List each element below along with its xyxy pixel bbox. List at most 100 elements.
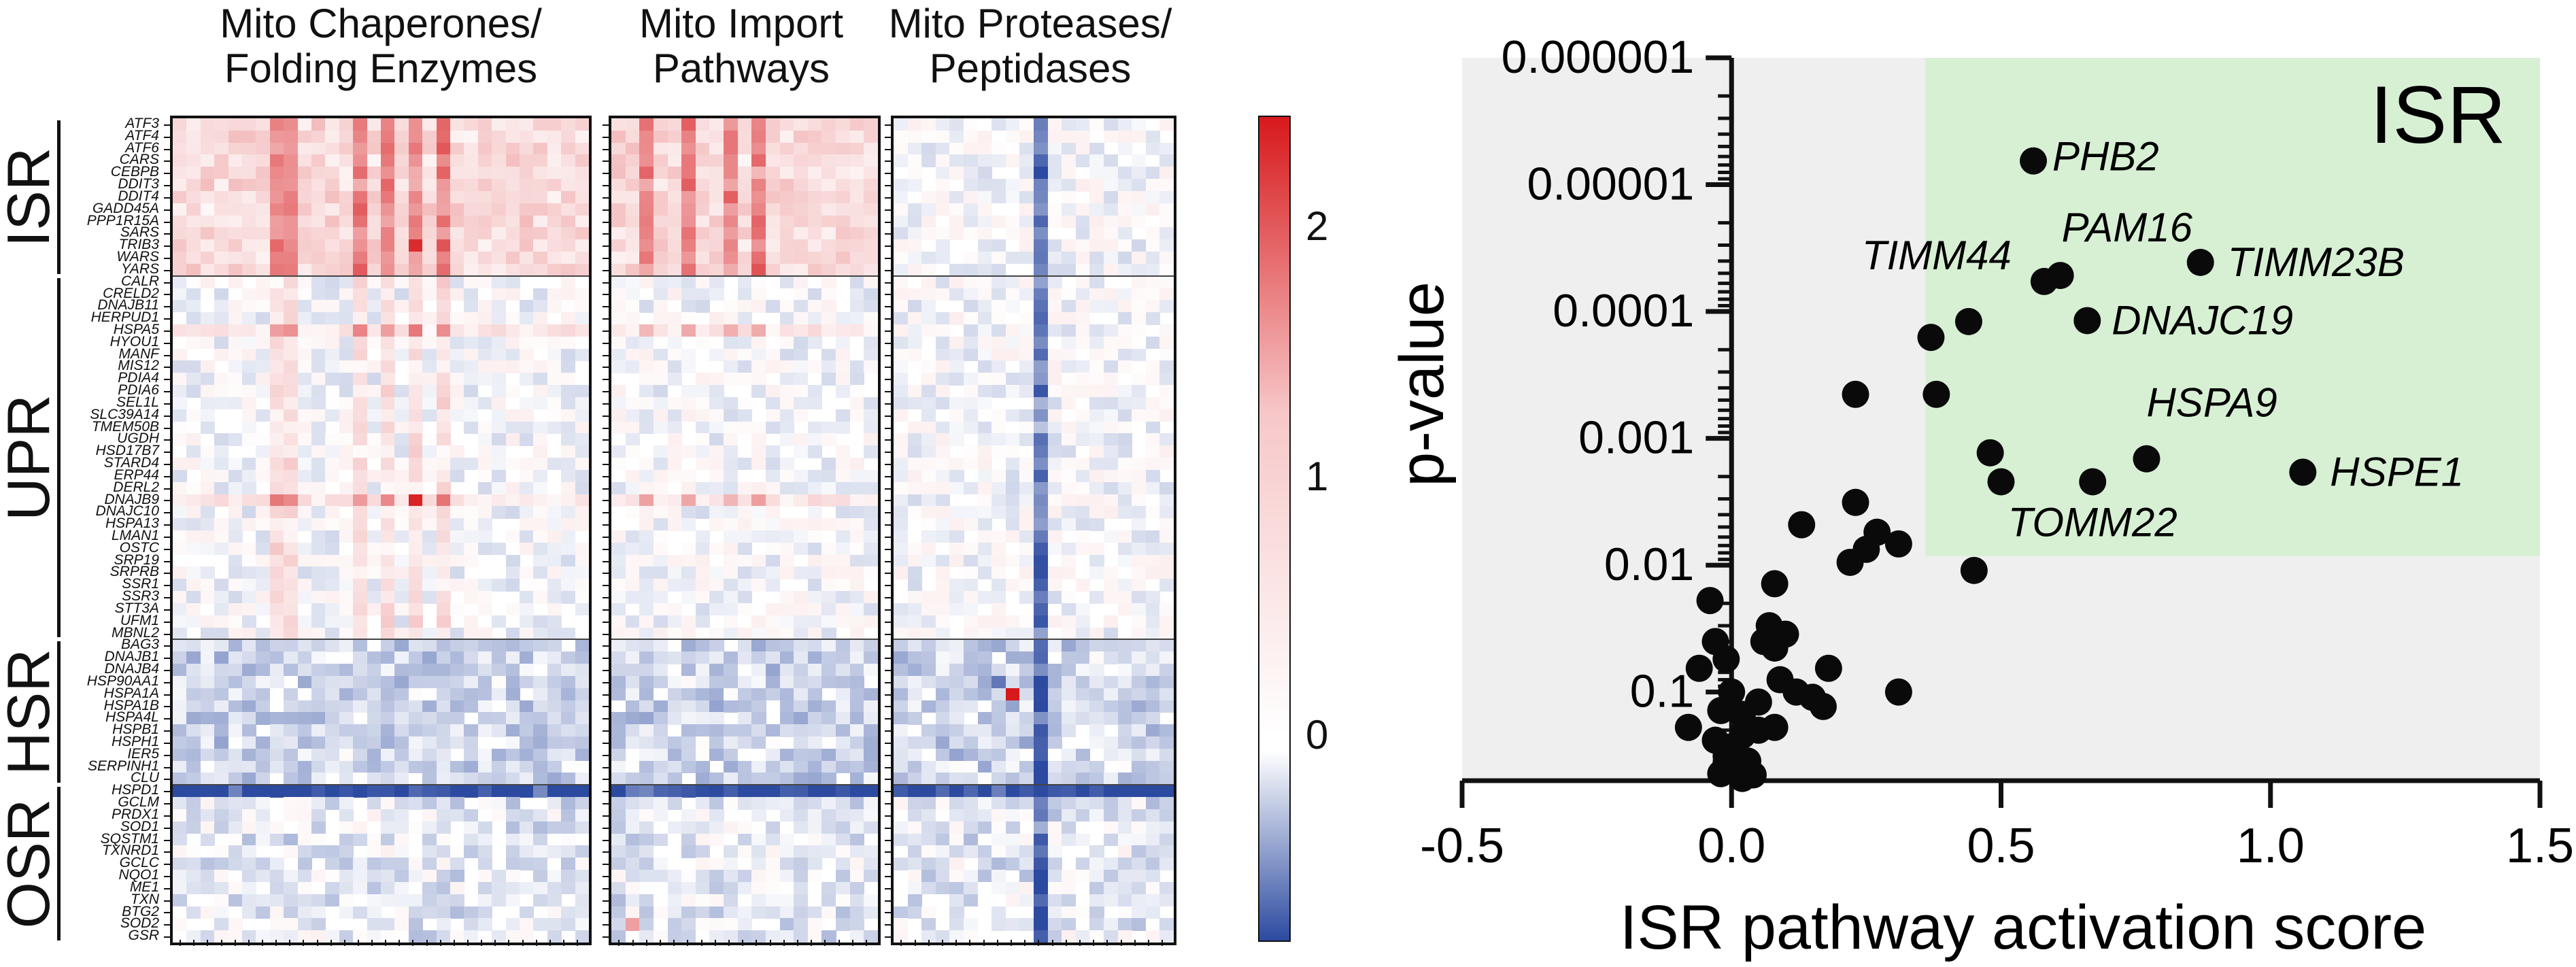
heatmap-cell bbox=[1047, 833, 1062, 846]
heatmap-cell bbox=[681, 675, 696, 689]
heatmap-cell bbox=[297, 179, 312, 192]
heatmap-cell bbox=[269, 142, 284, 156]
heatmap-cell bbox=[353, 118, 368, 131]
heatmap-cell bbox=[464, 360, 479, 373]
heatmap-cell bbox=[779, 773, 794, 785]
heatmap-cell bbox=[639, 506, 654, 519]
heatmap-cell bbox=[794, 639, 809, 652]
heatmap-cell bbox=[367, 252, 382, 265]
heatmap-cell bbox=[1159, 639, 1174, 652]
heatmap-cell bbox=[450, 518, 464, 531]
heatmap-cell bbox=[505, 433, 520, 446]
heatmap-cell bbox=[214, 179, 229, 192]
heatmap-cell bbox=[1019, 203, 1034, 216]
heatmap-cell bbox=[625, 348, 640, 362]
heatmap-cell bbox=[992, 906, 1006, 919]
heatmap-cell bbox=[200, 748, 215, 762]
heatmap-cell bbox=[381, 396, 395, 410]
heatmap-cell bbox=[408, 651, 423, 664]
heatmap-cell bbox=[505, 458, 520, 471]
heatmap-cell bbox=[381, 373, 395, 386]
heatmap-cell bbox=[864, 809, 878, 822]
heatmap-cell bbox=[949, 458, 964, 471]
heatmap-cell bbox=[297, 858, 312, 870]
heatmap-cell bbox=[492, 118, 507, 131]
heatmap-cell bbox=[173, 288, 187, 301]
heatmap-cell bbox=[864, 409, 878, 422]
heatmap-cell bbox=[1062, 785, 1077, 798]
heatmap-cell bbox=[935, 797, 950, 810]
heatmap-cell bbox=[422, 930, 437, 943]
column-tick bbox=[969, 940, 971, 946]
heatmap-cell bbox=[505, 167, 520, 180]
heatmap-cell bbox=[977, 167, 992, 180]
heatmap-cell bbox=[256, 118, 271, 131]
heatmap-cell bbox=[667, 773, 682, 785]
heatmap-cell bbox=[821, 312, 836, 325]
row-tick bbox=[603, 730, 609, 732]
heatmap-cell bbox=[200, 688, 215, 701]
row-tick bbox=[885, 524, 891, 526]
heatmap-cell bbox=[1132, 300, 1147, 313]
heatmap-cell bbox=[561, 288, 576, 301]
heatmap-cell bbox=[394, 396, 409, 410]
heatmap-cell bbox=[935, 724, 950, 737]
heatmap-cell bbox=[849, 275, 864, 289]
heatmap-cell bbox=[964, 385, 979, 398]
heatmap-cell bbox=[450, 312, 464, 325]
heatmap-cell bbox=[256, 373, 271, 386]
heatmap-cell bbox=[836, 252, 851, 265]
heatmap-cell bbox=[367, 396, 382, 410]
heatmap-cell bbox=[492, 142, 507, 156]
heatmap-cell bbox=[695, 130, 710, 143]
heatmap-cell bbox=[381, 724, 395, 737]
row-tick bbox=[603, 342, 609, 344]
heatmap-cell bbox=[311, 870, 326, 883]
heatmap-cell bbox=[381, 348, 395, 362]
heatmap-cell bbox=[311, 664, 326, 677]
heatmap-cell bbox=[353, 239, 368, 252]
row-tick bbox=[164, 488, 170, 490]
heatmap-cell bbox=[242, 542, 256, 556]
heatmap-cell bbox=[737, 639, 752, 652]
heatmap-cell bbox=[653, 870, 668, 883]
heatmap-cell bbox=[353, 748, 368, 762]
heatmap-cell bbox=[992, 785, 1006, 798]
heatmap-cell bbox=[821, 288, 836, 301]
row-tick bbox=[603, 658, 609, 660]
data-point bbox=[1685, 654, 1713, 682]
heatmap-cell bbox=[765, 736, 781, 749]
heatmap-cell bbox=[477, 748, 492, 762]
heatmap-cell bbox=[849, 615, 864, 628]
heatmap-cell bbox=[436, 736, 451, 749]
heatmap-cell bbox=[1145, 542, 1160, 556]
heatmap-cell bbox=[964, 748, 979, 762]
heatmap-cell bbox=[695, 167, 710, 180]
heatmap-cell bbox=[611, 809, 626, 822]
heatmap-cell bbox=[1117, 263, 1132, 277]
heatmap-cell bbox=[1132, 409, 1147, 422]
heatmap-cell bbox=[836, 894, 851, 907]
column-tick bbox=[687, 940, 689, 946]
heatmap-cell bbox=[353, 651, 368, 664]
heatmap-cell bbox=[639, 712, 654, 725]
heatmap-cell bbox=[422, 385, 437, 398]
gene-label: SARS bbox=[120, 224, 159, 241]
heatmap-cell bbox=[849, 373, 864, 386]
heatmap-cell bbox=[992, 797, 1006, 810]
data-point bbox=[1842, 488, 1869, 516]
heatmap-cell bbox=[477, 821, 492, 834]
heatmap-cell bbox=[367, 881, 382, 895]
heatmap-cell bbox=[864, 639, 878, 652]
heatmap-cell bbox=[353, 591, 368, 604]
heatmap-cell bbox=[311, 469, 326, 483]
heatmap-cell bbox=[921, 263, 936, 277]
heatmap-cell bbox=[639, 494, 654, 507]
heatmap-cell bbox=[505, 736, 520, 749]
heatmap-cell bbox=[422, 324, 437, 337]
heatmap-cell bbox=[935, 845, 950, 858]
heatmap-cell bbox=[297, 396, 312, 410]
gene-label: SEL1L bbox=[116, 394, 159, 410]
heatmap-cell bbox=[1047, 348, 1062, 362]
heatmap-cell bbox=[836, 675, 851, 689]
